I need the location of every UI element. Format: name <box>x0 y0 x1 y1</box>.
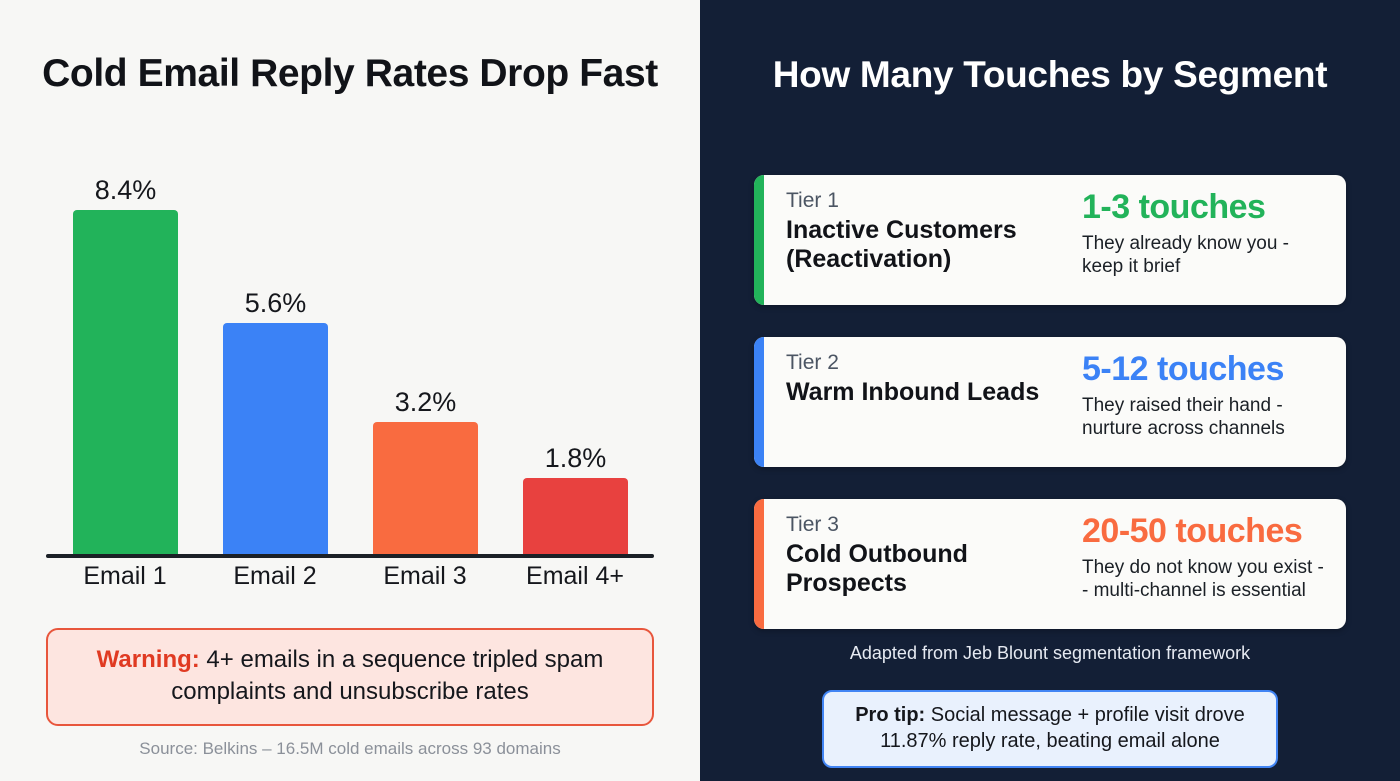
x-tick-email-2: Email 2 <box>233 562 317 590</box>
tier-name-1: Inactive Customers (Reactivation) <box>786 216 1017 274</box>
right-panel: How Many Touches by Segment Tier 1 Inact… <box>700 0 1400 781</box>
bar-email-1 <box>73 210 178 554</box>
tier-accent-bar-3 <box>754 499 764 629</box>
warning-text: 4+ emails in a sequence tripled spam com… <box>171 646 604 705</box>
tier-note-1: They already know you - keep it brief <box>1082 232 1289 278</box>
tier-touches-2: 5-12 touches <box>1082 350 1284 388</box>
tier-accent-bar-1 <box>754 175 764 305</box>
tier-name-2: Warm Inbound Leads <box>786 378 1040 406</box>
framework-attribution: Adapted from Jeb Blount segmentation fra… <box>849 643 1251 663</box>
x-tick-email-4-plus: Email 4+ <box>526 562 624 590</box>
bar-slot-email-2: 5.6% <box>223 150 328 554</box>
warning-callout: Warning: 4+ emails in a sequence tripled… <box>46 628 654 726</box>
bar-email-3 <box>373 422 478 554</box>
bar-email-4-plus <box>523 478 628 554</box>
tier-card-body-1: Tier 1 Inactive Customers (Reactivation)… <box>764 175 1346 305</box>
tier-touches-3: 20-50 touches <box>1082 512 1303 550</box>
bar-value-label-3: 3.2% <box>394 387 457 417</box>
tier-kicker-3: Tier 3 <box>786 513 839 536</box>
tier-card-right-1: 1-3 touches They already know you - keep… <box>1078 189 1330 293</box>
tier-note-3: They do not know you exist - - multi-cha… <box>1082 556 1324 602</box>
tier-name-3: Cold Outbound Prospects <box>786 540 968 598</box>
left-panel-title: Cold Email Reply Rates Drop Fast <box>42 52 658 95</box>
bar-value-label-2: 5.6% <box>244 288 307 318</box>
chart-baseline-axis <box>46 554 654 558</box>
reply-rate-bar-chart: 8.4% 5.6% 3.2% 1.8% Email 1 <box>46 150 654 590</box>
chart-plot-area: 8.4% 5.6% 3.2% 1.8% <box>46 150 654 554</box>
tier-card-right-2: 5-12 touches They raised their hand - nu… <box>1078 351 1330 455</box>
tier-note-2: They raised their hand - nurture across … <box>1082 394 1285 440</box>
bar-slot-email-1: 8.4% <box>73 150 178 554</box>
tier-card-right-3: 20-50 touches They do not know you exist… <box>1078 513 1330 617</box>
x-tick-email-3: Email 3 <box>383 562 467 590</box>
right-panel-title: How Many Touches by Segment <box>772 54 1328 95</box>
tier-card-body-3: Tier 3 Cold Outbound Prospects 20-50 tou… <box>764 499 1346 629</box>
pro-tip-text: Social message + profile visit drove 11.… <box>880 704 1245 752</box>
tier-card-1[interactable]: Tier 1 Inactive Customers (Reactivation)… <box>754 175 1346 305</box>
tier-card-3[interactable]: Tier 3 Cold Outbound Prospects 20-50 tou… <box>754 499 1346 629</box>
tier-kicker-1: Tier 1 <box>786 189 839 212</box>
chart-x-tick-labels: Email 1 Email 2 Email 3 Email 4+ <box>46 562 654 602</box>
tier-card-left-1: Tier 1 Inactive Customers (Reactivation) <box>786 189 1078 293</box>
bar-slot-email-3: 3.2% <box>373 150 478 554</box>
x-tick-email-1: Email 1 <box>83 562 167 590</box>
left-panel: Cold Email Reply Rates Drop Fast 8.4% 5.… <box>42 52 659 758</box>
source-attribution: Source: Belkins – 16.5M cold emails acro… <box>139 739 561 758</box>
tier-card-body-2: Tier 2 Warm Inbound Leads 5-12 touches T… <box>764 337 1346 467</box>
tier-accent-bar-2 <box>754 337 764 467</box>
pro-tip-callout: Pro tip: Social message + profile visit … <box>822 690 1278 768</box>
tier-touches-1: 1-3 touches <box>1082 188 1266 226</box>
tier-card-2[interactable]: Tier 2 Warm Inbound Leads 5-12 touches T… <box>754 337 1346 467</box>
tier-kicker-2: Tier 2 <box>786 351 839 374</box>
warning-label: Warning: <box>96 646 200 673</box>
pro-tip-label: Pro tip: <box>855 704 926 726</box>
bar-slot-email-4: 1.8% <box>523 150 628 554</box>
tier-card-left-3: Tier 3 Cold Outbound Prospects <box>786 513 1078 617</box>
bar-email-2 <box>223 323 328 554</box>
bar-value-label-4: 1.8% <box>544 443 607 473</box>
bar-value-label-1: 8.4% <box>94 175 157 205</box>
tier-card-left-2: Tier 2 Warm Inbound Leads <box>786 351 1078 455</box>
